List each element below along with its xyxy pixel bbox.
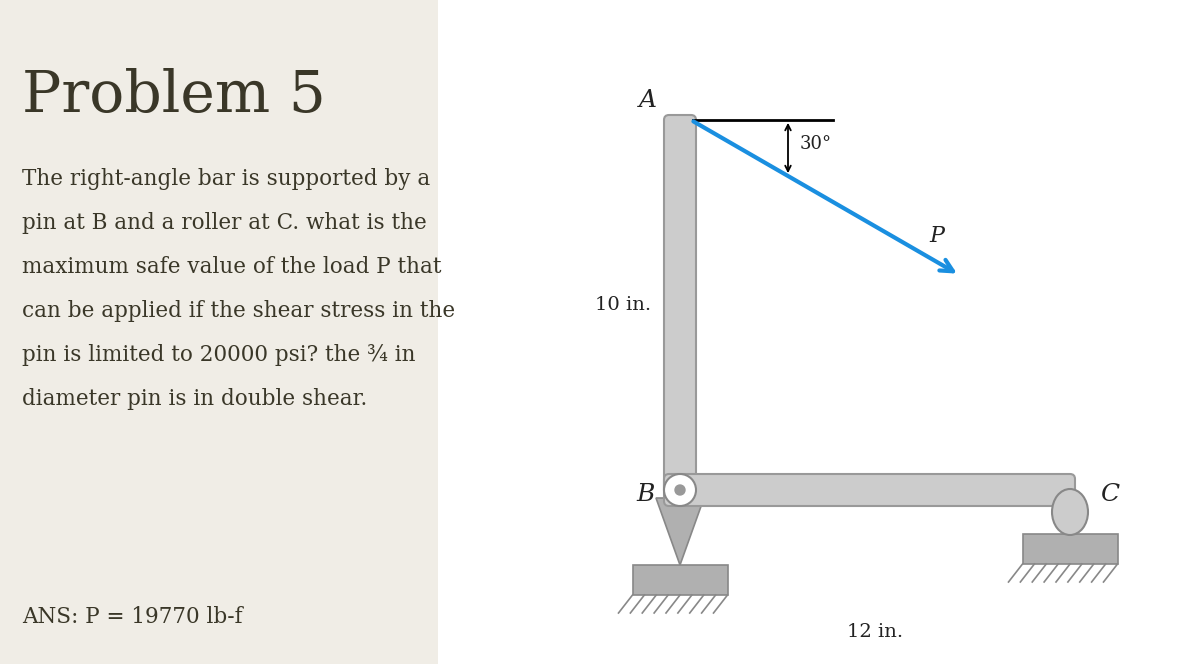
Text: 30°: 30° bbox=[800, 135, 832, 153]
Circle shape bbox=[664, 474, 696, 506]
Text: A: A bbox=[640, 89, 658, 112]
Text: C: C bbox=[1100, 483, 1120, 505]
Bar bbox=[632, 565, 727, 595]
Ellipse shape bbox=[1052, 489, 1088, 535]
Circle shape bbox=[674, 485, 685, 495]
Text: pin at B and a roller at C. what is the: pin at B and a roller at C. what is the bbox=[22, 212, 427, 234]
Text: 10 in.: 10 in. bbox=[595, 296, 650, 314]
Text: pin is limited to 20000 psi? the ¾ in: pin is limited to 20000 psi? the ¾ in bbox=[22, 344, 415, 366]
Text: The right-angle bar is supported by a: The right-angle bar is supported by a bbox=[22, 168, 431, 190]
FancyBboxPatch shape bbox=[664, 474, 1075, 506]
FancyBboxPatch shape bbox=[664, 115, 696, 495]
Polygon shape bbox=[656, 498, 704, 565]
Text: ANS: P = 19770 lb-f: ANS: P = 19770 lb-f bbox=[22, 606, 242, 628]
Text: 12 in.: 12 in. bbox=[847, 623, 904, 641]
Text: diameter pin is in double shear.: diameter pin is in double shear. bbox=[22, 388, 367, 410]
Bar bbox=[1022, 534, 1117, 564]
Text: Problem 5: Problem 5 bbox=[22, 68, 326, 124]
Text: B: B bbox=[637, 483, 655, 505]
Text: maximum safe value of the load P that: maximum safe value of the load P that bbox=[22, 256, 442, 278]
Text: can be applied if the shear stress in the: can be applied if the shear stress in th… bbox=[22, 300, 455, 322]
Bar bbox=[438, 0, 1200, 664]
Text: P: P bbox=[930, 225, 944, 247]
